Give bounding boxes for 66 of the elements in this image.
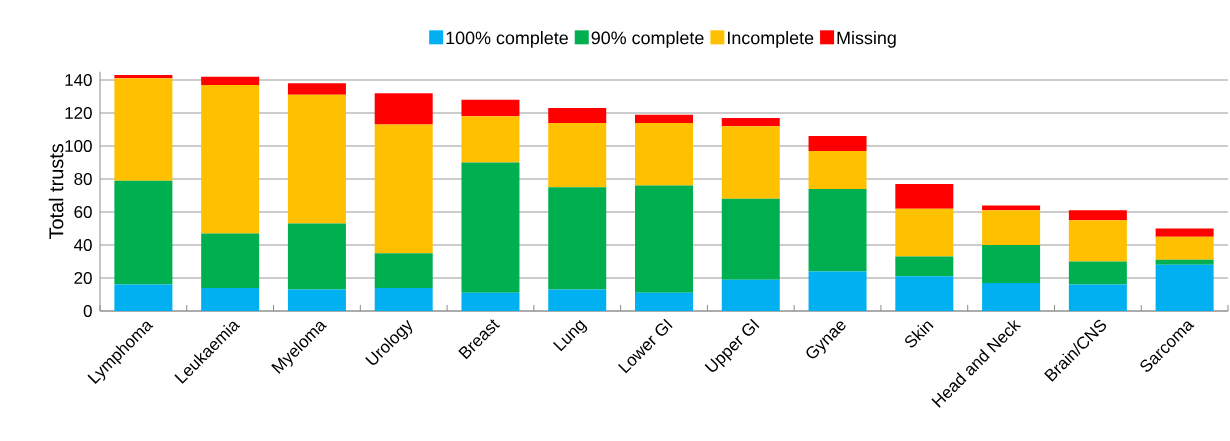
bar [114,284,173,311]
bar [548,187,607,290]
y-tick-label: 60 [74,206,92,218]
x-tick-label: Skin [905,321,934,348]
y-tick-label: 20 [74,272,92,284]
bar [895,183,954,209]
bar [114,75,173,79]
bar [721,279,780,311]
y-tick-label: 40 [74,239,92,251]
legend-label: 90% complete [591,31,704,48]
y-tick-label: 140 [65,74,92,86]
bar [635,292,693,311]
legend-label: Incomplete [728,31,814,48]
bar [1068,220,1127,262]
bar [808,150,867,189]
bar [548,108,607,123]
bar [1155,228,1214,237]
bar [808,188,867,272]
bar [635,185,693,293]
bar [287,289,346,311]
y-tick-label: 0 [83,305,92,317]
y-tick-label: 120 [65,107,92,119]
bar [374,287,433,311]
bar [635,122,693,186]
bar [1155,264,1214,311]
bar [374,93,433,125]
legend-label: 100% complete [446,31,568,48]
bar [461,99,520,117]
bar [287,223,346,290]
bar [982,210,1041,245]
bar [1155,236,1214,260]
bar [548,289,607,311]
bar [548,122,607,188]
y-tick-label: 100 [65,140,92,152]
bar [201,84,260,234]
bar [1068,210,1127,221]
bar [721,198,780,280]
bar [201,76,260,85]
bar [114,180,173,285]
bar [982,205,1041,211]
bar [1068,284,1127,311]
bar [287,83,346,95]
bar [721,117,780,127]
bar [895,256,954,277]
bar [201,287,260,311]
bar [287,94,346,224]
bar [982,245,1041,283]
bar [1155,259,1214,265]
bar [808,271,867,311]
bar [374,253,433,288]
bar [635,114,693,123]
y-axis-title: Total trusts [48,143,64,240]
bar [895,208,954,257]
bar [1068,261,1127,285]
bar [808,136,867,151]
bar [895,276,954,311]
bar [982,282,1041,311]
bar [461,292,520,311]
bar [201,233,260,288]
bar [461,116,520,163]
y-tick-label: 80 [74,173,92,185]
bar [114,78,173,181]
bar [721,126,780,199]
bar [374,124,433,254]
bar [461,162,520,293]
legend-label: Missing [837,31,896,48]
